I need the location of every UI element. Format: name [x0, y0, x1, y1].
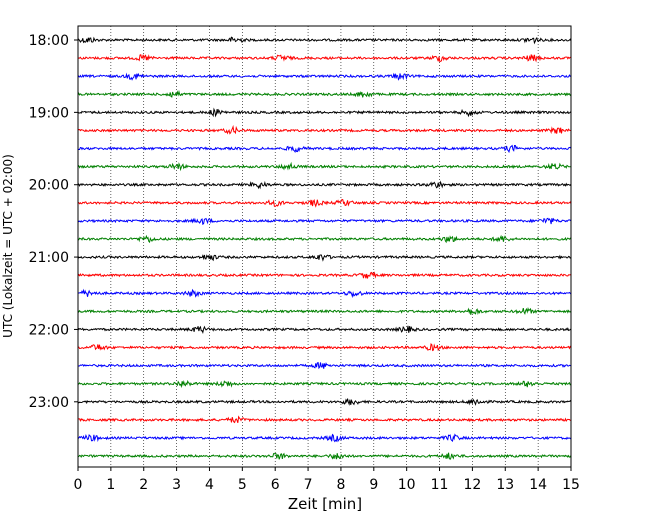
x-tick-label: 0: [74, 477, 83, 493]
trace-1845: [77, 89, 572, 98]
trace-2130: [77, 288, 572, 299]
y-tick-label: 19:00: [29, 105, 69, 121]
trace-2045: [77, 234, 572, 244]
x-tick-label: 8: [336, 477, 345, 493]
x-tick-label: 12: [463, 477, 481, 493]
x-tick-label: 15: [562, 477, 580, 493]
x-tick-label: 14: [529, 477, 547, 493]
x-tick-label: 4: [205, 477, 214, 493]
trace-2315: [77, 415, 572, 424]
x-tick-label: 13: [496, 477, 514, 493]
x-tick-label: 10: [398, 477, 416, 493]
trace-2215: [77, 343, 572, 352]
trace-2100: [77, 254, 572, 262]
trace-1800: [77, 36, 572, 45]
trace-2015: [77, 198, 572, 208]
y-tick-label: 21:00: [29, 250, 69, 266]
plot-frame: [77, 25, 572, 468]
x-tick-label: 7: [304, 477, 313, 493]
trace-2245: [77, 379, 572, 389]
y-tick-label: 22:00: [29, 322, 69, 338]
x-tick-label: 2: [139, 477, 148, 493]
x-tick-label: 11: [431, 477, 449, 493]
x-tick-label: 9: [369, 477, 378, 493]
trace-1815: [77, 54, 572, 63]
trace-2330: [77, 433, 572, 443]
trace-2200: [77, 325, 572, 334]
trace-2345: [77, 452, 572, 461]
trace-1915: [77, 124, 572, 135]
trace-2300: [77, 398, 572, 406]
x-tick-label: 6: [271, 477, 280, 493]
trace-2145: [77, 307, 572, 315]
x-axis-label: Zeit [min]: [288, 495, 362, 513]
trace-1830: [77, 72, 572, 81]
seismogram-traces: [77, 36, 572, 461]
trace-1930: [77, 144, 572, 154]
y-tick-label: 18:00: [29, 33, 69, 49]
x-tick-label: 1: [106, 477, 115, 493]
x-tick-label: 5: [238, 477, 247, 493]
trace-2115: [77, 271, 572, 279]
trace-1900: [77, 107, 572, 118]
y-axis-ticks: 18:00 19:00 20:00 21:00 22:00 23:00: [29, 33, 78, 411]
y-tick-label: 20:00: [29, 178, 69, 194]
y-tick-label: 23:00: [29, 395, 69, 411]
y-axis-label: UTC (Lokalzeit = UTC + 02:00): [1, 154, 15, 338]
x-axis-ticks: 0 1 2 3 4 5 6 7 8 9 10 11 12 13 14 15: [74, 467, 580, 493]
trace-2230: [77, 362, 572, 370]
trace-2030: [77, 217, 572, 226]
x-tick-label: 3: [172, 477, 181, 493]
trace-1945: [77, 161, 572, 172]
trace-2000: [77, 180, 572, 190]
